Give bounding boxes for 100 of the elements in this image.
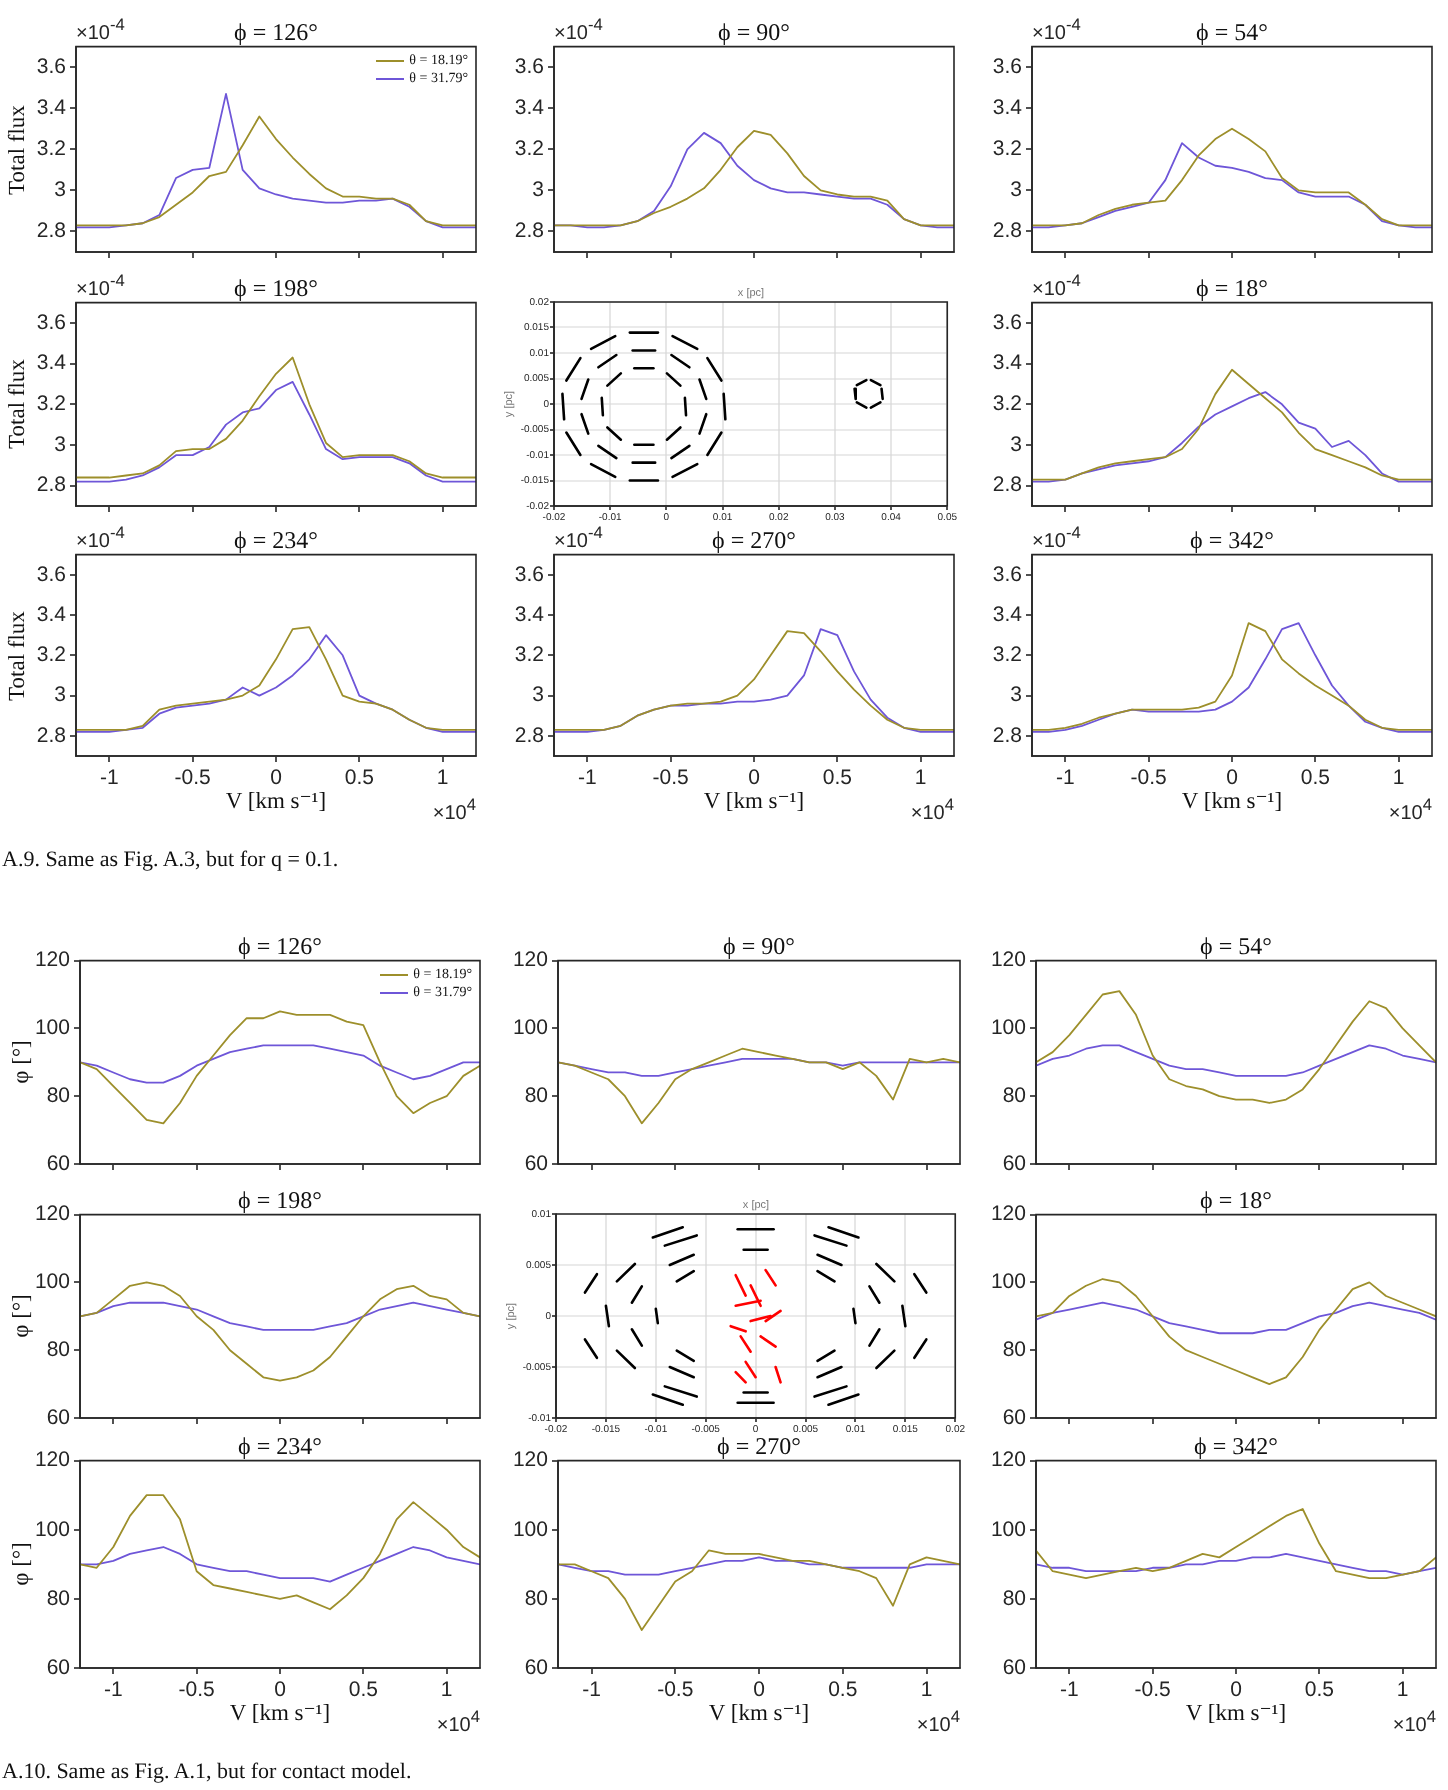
chart-title: ϕ = 90°	[721, 932, 797, 960]
x-axis-title: V [km s⁻¹]	[1185, 1702, 1287, 1726]
y-tick-label: 3.2	[992, 643, 1023, 668]
text: ×10$^{-4}$	[554, 13, 603, 44]
y-tick-label: 120	[990, 1202, 1027, 1227]
y-tick-label: 100	[990, 1270, 1027, 1295]
x-tick-label: -0.5	[178, 1678, 216, 1703]
chart-title: ϕ = 198°	[234, 274, 318, 302]
y-tick-label: 3.6	[36, 54, 67, 79]
y-tick-label: 3.6	[992, 562, 1023, 587]
y-tick-label: 3.4	[514, 96, 545, 120]
chart-title: ϕ = 270°	[712, 526, 796, 554]
y-tick-label: 3.4	[992, 96, 1023, 120]
text: ×10$^{4}$	[1392, 1706, 1436, 1737]
chart-title: ϕ = 234°	[234, 526, 318, 554]
text: ×10$^{-4}$	[1032, 521, 1081, 552]
y-tick-label: 100	[990, 1016, 1027, 1041]
y-tick-label: 2.8	[992, 219, 1023, 244]
y-tick-label: 3.2	[992, 137, 1023, 162]
y-tick-label: 2.8	[514, 219, 545, 244]
chart-title: ϕ = 18°	[1196, 274, 1268, 302]
x-tick-label: -0.5	[1134, 1678, 1172, 1703]
y-tick-label: 120	[34, 1448, 71, 1473]
y-tick-label: 120	[34, 948, 71, 973]
x-tick-label: -1	[103, 1678, 123, 1703]
y-tick-label: 100	[34, 1016, 71, 1041]
y-axis-title: φ [°]	[9, 1040, 34, 1084]
chart-title: ϕ = 126°	[234, 18, 318, 46]
x-axis-title: V [km s⁻¹]	[1181, 790, 1283, 814]
text: A.10. Same as Fig. A.1, but for contact model.	[2, 1760, 412, 1785]
chart-title: ϕ = 234°	[236, 1432, 324, 1460]
y-axis-title: Total flux	[5, 610, 30, 700]
y-tick-label: 3.6	[36, 562, 67, 587]
y-axis-title: Total flux	[5, 104, 30, 194]
text: ×10$^{-4}$	[554, 521, 603, 552]
y-tick-label: 2.8	[36, 219, 67, 244]
y-tick-label: 60	[46, 1151, 71, 1176]
x-tick-label: 1	[1396, 1678, 1409, 1703]
y-tick-label: 3.4	[992, 602, 1023, 627]
y-tick-label: 3	[532, 683, 545, 708]
chart-title: ϕ = 54°	[1198, 932, 1274, 960]
x-axis-title: V [km s⁻¹]	[708, 1702, 810, 1726]
x-tick-label: 0.5	[348, 1678, 379, 1703]
y-axis-title: φ [°]	[9, 1542, 34, 1586]
y-tick-label: 80	[524, 1586, 549, 1611]
x-tick-label: 0	[274, 1678, 287, 1703]
y-tick-label: 3.2	[514, 643, 545, 668]
y-tick-label: 3.4	[36, 351, 67, 376]
x-tick-label: -1	[582, 1678, 602, 1703]
x-axis-title: V [km s⁻¹]	[229, 1702, 331, 1726]
y-tick-label: 3	[54, 432, 67, 457]
y-tick-label: 3.6	[36, 310, 67, 335]
y-tick-label: 120	[990, 948, 1027, 973]
y-tick-label: 80	[1002, 1586, 1027, 1611]
y-tick-label: 3	[54, 178, 67, 203]
y-tick-label: 3.2	[36, 137, 67, 162]
x-tick-label: -0.5	[1130, 766, 1168, 791]
y-tick-label: 60	[1002, 1655, 1027, 1680]
y-tick-label: 80	[524, 1083, 549, 1108]
x-axis-title: V [km s⁻¹]	[225, 790, 327, 814]
y-tick-label: 2.8	[36, 473, 67, 498]
text: ×10$^{-4}$	[76, 13, 125, 44]
x-tick-label: 0.5	[822, 766, 853, 791]
y-tick-label: 3	[532, 178, 545, 203]
x-tick-label: 1	[914, 766, 927, 791]
y-tick-label: 3	[1010, 178, 1023, 203]
y-tick-label: 120	[34, 1202, 71, 1227]
y-tick-label: 2.8	[36, 723, 67, 748]
y-tick-label: 120	[990, 1448, 1027, 1473]
y-tick-label: 100	[512, 1517, 549, 1542]
y-tick-label: 3	[54, 683, 67, 708]
x-tick-label: 0	[1226, 766, 1239, 791]
chart-title: ϕ = 90°	[718, 18, 790, 46]
x-tick-label: 1	[440, 1678, 453, 1703]
x-tick-label: 1	[920, 1678, 933, 1703]
y-tick-label: 3.6	[514, 562, 545, 587]
y-tick-label: 60	[524, 1151, 549, 1176]
y-tick-label: 3.2	[36, 392, 67, 417]
y-tick-label: 3.6	[514, 54, 545, 79]
y-tick-label: 60	[46, 1655, 71, 1680]
chart-title: ϕ = 18°	[1198, 1186, 1274, 1214]
y-tick-label: 100	[34, 1270, 71, 1295]
y-tick-label: 120	[512, 1448, 549, 1473]
x-tick-label: 1	[436, 766, 449, 791]
x-tick-label: 0	[270, 766, 283, 791]
x-tick-label: 1	[1392, 766, 1405, 791]
x-tick-label: -1	[577, 766, 597, 791]
chart-title: ϕ = 270°	[715, 1432, 803, 1460]
y-tick-label: 100	[34, 1517, 71, 1542]
x-tick-label: -0.5	[174, 766, 212, 791]
y-tick-label: 2.8	[514, 723, 545, 748]
x-axis-title: V [km s⁻¹]	[703, 790, 805, 814]
y-tick-label: 60	[1002, 1151, 1027, 1176]
chart-title: ϕ = 198°	[236, 1186, 324, 1214]
y-tick-label: 80	[1002, 1337, 1027, 1362]
y-tick-label: 80	[1002, 1083, 1027, 1108]
text: ×10$^{4}$	[916, 1706, 960, 1737]
y-tick-label: 60	[524, 1655, 549, 1680]
x-tick-label: 0	[748, 766, 761, 791]
y-tick-label: 3	[1010, 683, 1023, 708]
